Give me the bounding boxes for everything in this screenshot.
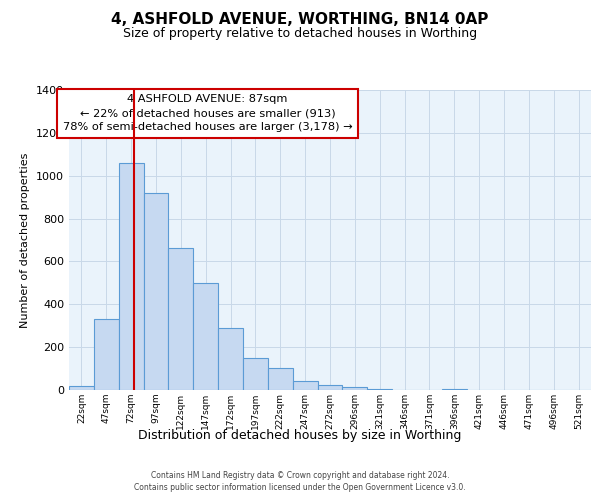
Text: 4, ASHFOLD AVENUE, WORTHING, BN14 0AP: 4, ASHFOLD AVENUE, WORTHING, BN14 0AP [112,12,488,28]
Bar [293,382,317,390]
Y-axis label: Number of detached properties: Number of detached properties [20,152,31,328]
Bar [268,368,293,390]
Text: Size of property relative to detached houses in Worthing: Size of property relative to detached ho… [123,28,477,40]
Text: 4 ASHFOLD AVENUE: 87sqm
← 22% of detached houses are smaller (913)
78% of semi-d: 4 ASHFOLD AVENUE: 87sqm ← 22% of detache… [62,94,352,132]
Bar [243,358,268,390]
Bar [367,389,392,390]
Bar [218,328,243,390]
Bar [143,193,169,390]
Text: Contains HM Land Registry data © Crown copyright and database right 2024.: Contains HM Land Registry data © Crown c… [151,472,449,480]
Bar [169,248,193,390]
Bar [442,389,467,390]
Bar [94,320,119,390]
Bar [119,163,143,390]
Bar [69,386,94,390]
Text: Distribution of detached houses by size in Worthing: Distribution of detached houses by size … [139,428,461,442]
Bar [193,283,218,390]
Bar [317,386,343,390]
Bar [343,387,367,390]
Text: Contains public sector information licensed under the Open Government Licence v3: Contains public sector information licen… [134,482,466,492]
